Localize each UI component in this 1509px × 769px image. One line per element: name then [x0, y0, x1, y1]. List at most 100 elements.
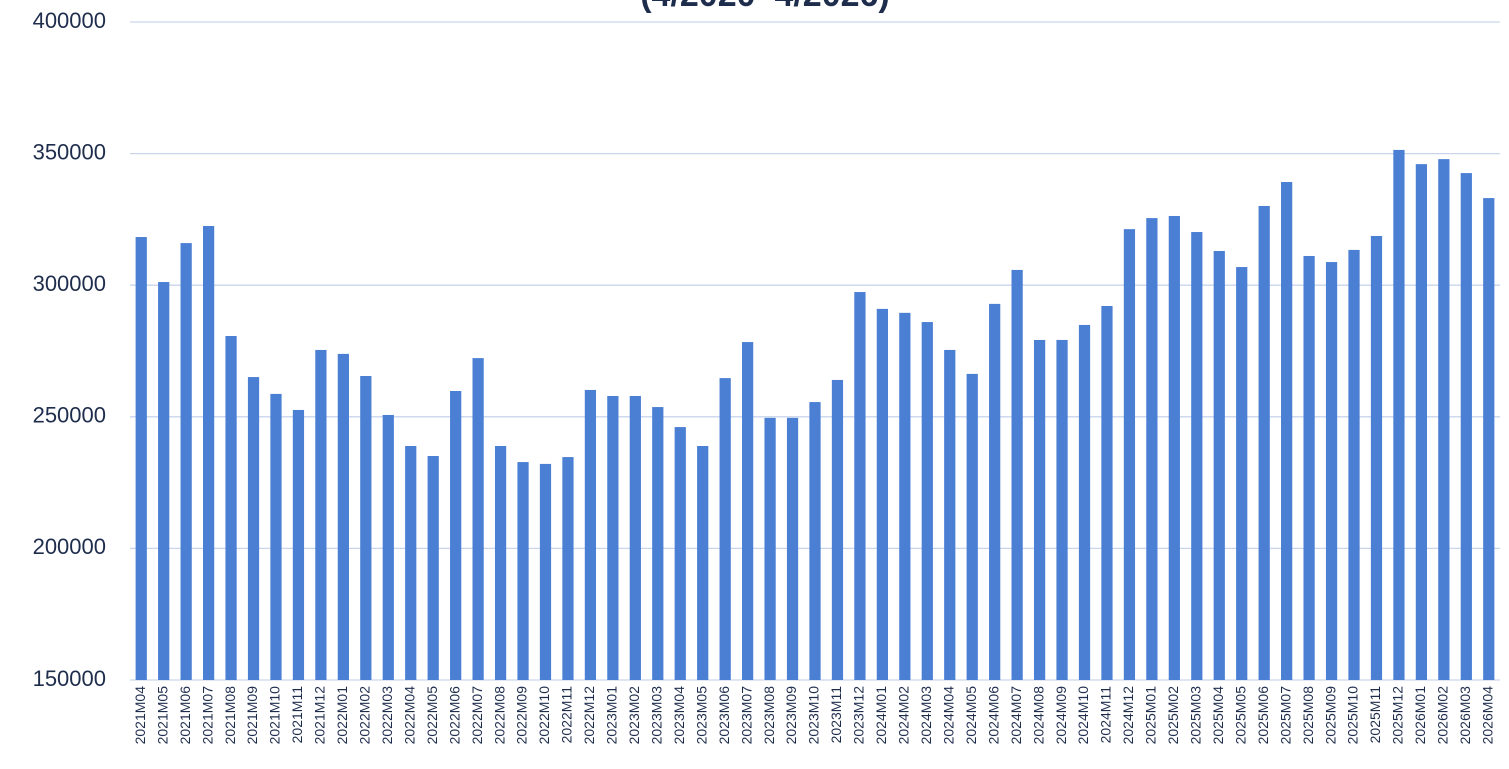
x-tick-label: 2021M06 — [177, 686, 193, 745]
bar — [1011, 269, 1023, 680]
bar — [472, 358, 484, 680]
x-tick-label: 2022M04 — [401, 686, 417, 745]
bar — [1281, 182, 1293, 680]
x-tick-label: 2024M03 — [918, 686, 934, 745]
y-tick-label: 250000 — [33, 403, 106, 428]
bar — [1056, 339, 1068, 680]
x-tick-label: 2024M09 — [1053, 686, 1069, 745]
bar — [989, 303, 1001, 680]
bar — [225, 335, 237, 680]
bar — [517, 462, 529, 680]
bar — [1258, 205, 1270, 680]
x-tick-label: 2023M07 — [738, 686, 754, 745]
bar — [854, 292, 866, 680]
bar — [382, 414, 394, 680]
x-tick-label: 2023M05 — [693, 686, 709, 745]
x-tick-label: 2023M02 — [626, 686, 642, 745]
bar — [270, 393, 282, 680]
x-tick-label: 2026M04 — [1479, 686, 1495, 745]
bar — [1123, 229, 1136, 680]
x-tick-label: 2025M04 — [1210, 686, 1226, 745]
x-tick-label: 2022M05 — [424, 686, 440, 745]
bar — [742, 342, 754, 680]
bar — [1370, 235, 1383, 680]
bar — [629, 396, 641, 680]
bar — [337, 353, 349, 680]
bar — [360, 376, 372, 680]
x-tick-label: 2024M04 — [940, 686, 956, 745]
bar — [831, 379, 844, 680]
x-tick-label: 2022M12 — [581, 686, 597, 745]
x-tick-label: 2022M08 — [491, 686, 507, 745]
bar — [450, 391, 462, 680]
x-tick-label: 2022M03 — [379, 686, 395, 745]
bar — [1168, 215, 1180, 680]
bar — [315, 349, 327, 680]
chart-title: (4/2020–4/2026) — [640, 0, 890, 14]
bar — [1101, 305, 1113, 680]
bar — [1393, 149, 1405, 680]
bar — [292, 409, 305, 680]
bar — [876, 308, 888, 680]
y-tick-label: 150000 — [33, 666, 106, 691]
x-tick-label: 2025M06 — [1255, 686, 1271, 745]
bar — [1303, 255, 1315, 680]
bar — [1191, 232, 1203, 680]
x-tick-label: 2025M03 — [1188, 686, 1204, 745]
x-tick-label: 2024M07 — [1008, 686, 1024, 745]
bar — [719, 378, 731, 680]
bar — [652, 407, 664, 680]
bar — [607, 396, 619, 680]
y-tick-label: 400000 — [33, 8, 106, 33]
y-tick-label: 300000 — [33, 271, 106, 296]
x-tick-label: 2022M07 — [469, 686, 485, 745]
x-tick-label: 2021M09 — [244, 686, 260, 745]
x-tick-label: 2023M03 — [648, 686, 664, 745]
y-tick-label: 350000 — [33, 139, 106, 164]
x-tick-label: 2025M05 — [1232, 686, 1248, 745]
bar — [1438, 159, 1450, 680]
x-tick-label: 2026M03 — [1457, 686, 1473, 745]
x-tick-label: 2022M09 — [514, 686, 530, 745]
x-tick-label: 2024M11 — [1098, 686, 1114, 744]
x-tick-label: 2023M06 — [716, 686, 732, 745]
bar — [562, 457, 574, 680]
bar — [405, 446, 417, 680]
x-tick-label: 2021M05 — [154, 686, 170, 745]
bar — [1236, 267, 1248, 680]
bar — [809, 402, 821, 680]
bar — [1348, 249, 1360, 680]
bar — [1483, 198, 1495, 680]
bar — [697, 446, 709, 680]
bar — [1213, 250, 1225, 680]
bar — [1415, 164, 1428, 681]
bar — [247, 377, 260, 680]
bar — [674, 427, 686, 680]
x-tick-label: 2021M11 — [289, 686, 305, 744]
x-tick-label: 2026M01 — [1412, 686, 1428, 745]
x-tick-label: 2022M01 — [334, 686, 350, 745]
x-tick-label: 2023M08 — [761, 686, 777, 745]
x-tick-label: 2022M10 — [536, 686, 552, 745]
bar — [966, 373, 978, 680]
x-tick-label: 2021M08 — [222, 686, 238, 745]
x-tick-label: 2025M09 — [1322, 686, 1338, 745]
bar — [135, 237, 147, 680]
x-tick-label: 2024M06 — [985, 686, 1001, 745]
x-tick-label: 2023M04 — [671, 686, 687, 745]
bar — [539, 463, 552, 680]
bar — [786, 417, 799, 680]
bar — [584, 389, 597, 680]
x-tick-label: 2024M05 — [963, 686, 979, 745]
x-tick-label: 2022M11 — [559, 686, 575, 744]
x-tick-label: 2024M01 — [873, 686, 889, 745]
y-tick-label: 200000 — [33, 534, 106, 559]
x-tick-label: 2025M12 — [1390, 686, 1406, 745]
bar — [764, 417, 776, 680]
x-tick-label: 2022M02 — [357, 686, 373, 745]
x-tick-label: 2023M01 — [604, 686, 620, 745]
x-tick-label: 2021M10 — [267, 686, 283, 745]
bar — [1078, 324, 1091, 680]
x-tick-label: 2023M12 — [851, 686, 867, 745]
